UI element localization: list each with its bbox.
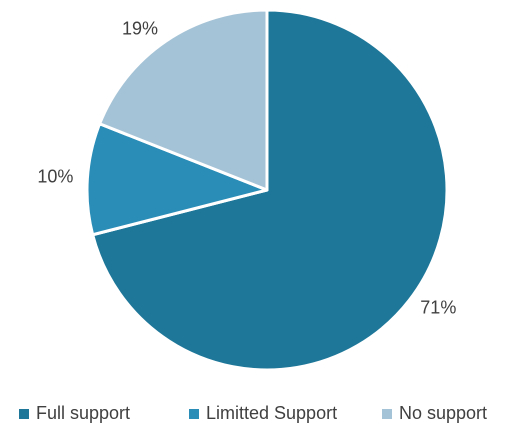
legend-swatch-full-support: [19, 409, 29, 419]
legend-swatch-limitted-support: [189, 409, 199, 419]
pie-slice-limitted-support: [85, 122, 269, 237]
data-labels: 71% 10% 19%: [37, 18, 456, 317]
legend: Full support Limitted Support No support: [19, 403, 487, 423]
pie-slice-no-support: [98, 8, 269, 192]
legend-label-full-support: Full support: [36, 403, 130, 423]
data-label-full-support: 71%: [420, 298, 456, 318]
legend-swatch-no-support: [382, 409, 392, 419]
legend-label-no-support: No support: [399, 403, 487, 423]
pie-slices: [85, 8, 449, 372]
pie-slice-full-support: [91, 8, 449, 372]
data-label-no-support: 19%: [122, 18, 158, 38]
legend-label-limitted-support: Limitted Support: [206, 403, 337, 423]
data-label-limitted-support: 10%: [37, 167, 73, 187]
